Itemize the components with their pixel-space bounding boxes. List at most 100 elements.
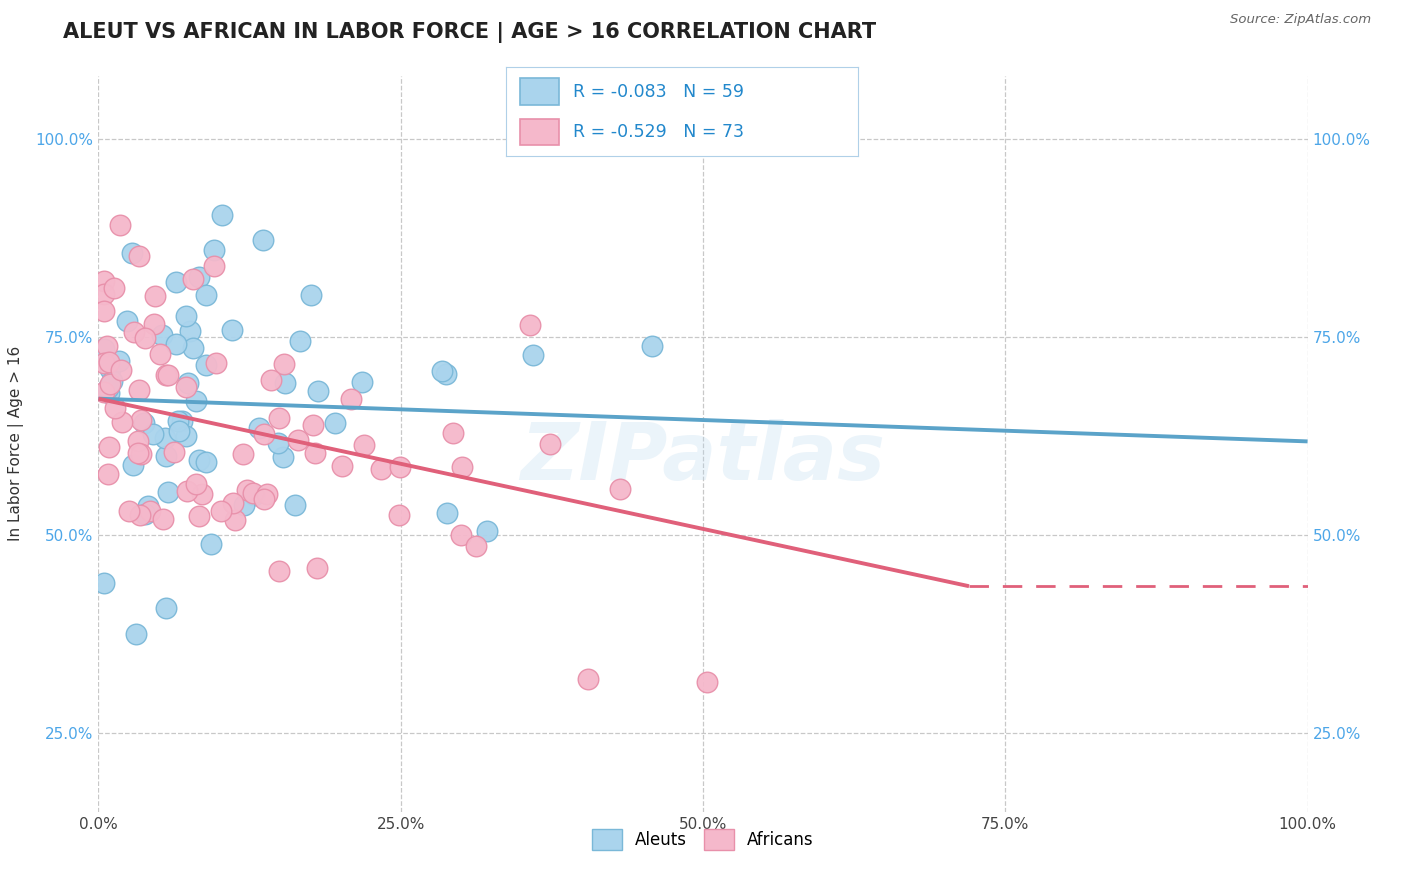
Point xyxy=(222,496,245,510)
Point xyxy=(93,304,115,318)
Point xyxy=(242,486,264,500)
Point xyxy=(465,539,488,553)
Point xyxy=(181,341,204,355)
Point xyxy=(149,346,172,360)
Point xyxy=(167,425,190,439)
Point xyxy=(110,362,132,376)
Point xyxy=(188,453,211,467)
Point xyxy=(118,504,141,518)
Point xyxy=(283,498,305,512)
Point xyxy=(370,462,392,476)
Point xyxy=(187,508,209,523)
Point xyxy=(139,504,162,518)
Point xyxy=(450,528,472,542)
Point xyxy=(305,561,328,575)
Point xyxy=(323,416,346,430)
Point xyxy=(93,274,115,288)
Point xyxy=(156,368,179,382)
Point xyxy=(131,447,153,461)
Point xyxy=(288,334,311,348)
Point xyxy=(134,331,156,345)
Point xyxy=(388,508,411,522)
Point xyxy=(388,460,411,475)
Bar xyxy=(520,78,558,105)
Point xyxy=(236,483,259,497)
Point xyxy=(132,416,155,430)
Point xyxy=(104,401,127,416)
Point xyxy=(200,537,222,551)
Point xyxy=(519,318,541,333)
Point xyxy=(127,434,149,449)
Point xyxy=(205,356,228,370)
Point xyxy=(186,393,208,408)
Point xyxy=(96,339,118,353)
Point xyxy=(150,328,173,343)
Point xyxy=(247,421,270,435)
Point xyxy=(152,511,174,525)
Point xyxy=(121,246,143,260)
Point xyxy=(143,289,166,303)
Point xyxy=(103,281,125,295)
Point xyxy=(273,357,295,371)
Text: Source: ZipAtlas.com: Source: ZipAtlas.com xyxy=(1230,13,1371,27)
Point xyxy=(267,564,290,578)
Point xyxy=(260,373,283,387)
Point xyxy=(174,380,197,394)
Point xyxy=(101,374,124,388)
Point xyxy=(122,458,145,472)
Point xyxy=(186,476,208,491)
Point xyxy=(233,498,256,512)
Point xyxy=(176,376,198,391)
Point xyxy=(252,234,274,248)
Point xyxy=(287,434,309,448)
Point xyxy=(352,376,374,390)
Point xyxy=(174,309,197,323)
Point xyxy=(172,414,194,428)
Point xyxy=(165,275,187,289)
Point xyxy=(274,376,297,390)
Point xyxy=(163,445,186,459)
Point xyxy=(299,288,322,302)
Point xyxy=(202,259,225,273)
Point xyxy=(267,435,290,450)
Point xyxy=(98,361,121,376)
Point xyxy=(153,431,176,445)
Point xyxy=(93,356,115,370)
Point xyxy=(195,455,218,469)
Point xyxy=(181,272,204,286)
Text: ZIPatlas: ZIPatlas xyxy=(520,419,886,498)
Point xyxy=(330,459,353,474)
Point xyxy=(179,324,201,338)
Point xyxy=(641,339,664,353)
Point xyxy=(111,415,134,429)
Point xyxy=(232,447,254,461)
Point xyxy=(696,675,718,690)
Point xyxy=(93,576,115,591)
Point xyxy=(136,499,159,513)
Point xyxy=(451,459,474,474)
Point xyxy=(134,507,156,521)
Point xyxy=(155,449,177,463)
Text: ALEUT VS AFRICAN IN LABOR FORCE | AGE > 16 CORRELATION CHART: ALEUT VS AFRICAN IN LABOR FORCE | AGE > … xyxy=(63,22,876,44)
Point xyxy=(155,601,177,615)
Point xyxy=(190,487,212,501)
Point xyxy=(165,337,187,351)
Point xyxy=(609,482,631,496)
Point xyxy=(93,286,115,301)
Point xyxy=(97,467,120,482)
Legend: Aleuts, Africans: Aleuts, Africans xyxy=(585,822,821,856)
Point xyxy=(188,270,211,285)
Point xyxy=(269,411,291,425)
Point xyxy=(129,412,152,426)
Point xyxy=(353,438,375,452)
Point xyxy=(97,381,120,395)
Point xyxy=(475,524,498,538)
Point xyxy=(436,506,458,520)
Point xyxy=(128,383,150,397)
Point xyxy=(117,314,139,328)
Point xyxy=(209,504,232,518)
Point xyxy=(256,486,278,500)
Point xyxy=(221,323,243,337)
Point xyxy=(522,348,544,362)
Point xyxy=(304,446,326,460)
